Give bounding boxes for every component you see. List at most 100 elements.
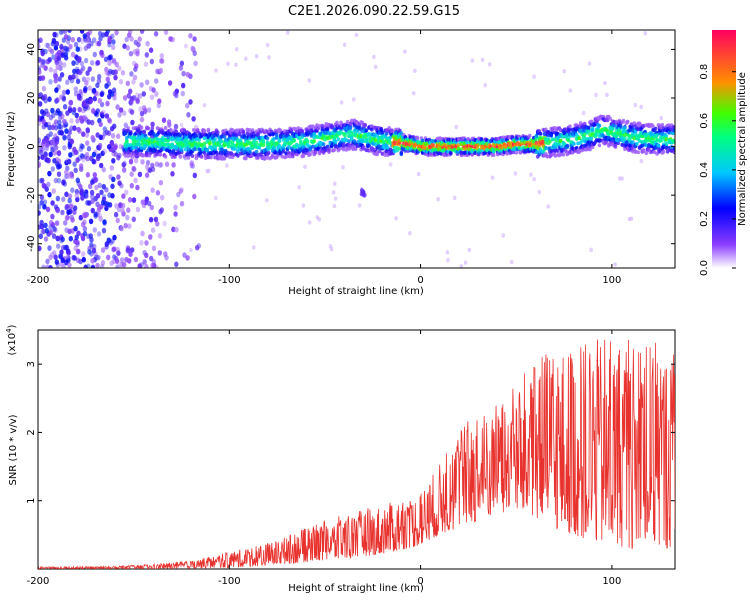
- spectrogram-noise-cell: [87, 85, 92, 91]
- spectrogram-noise-cell: [532, 74, 536, 79]
- spectrogram-noise-cell: [66, 257, 71, 264]
- spectrogram-noise-cell: [147, 200, 152, 207]
- spectrogram-xlabel: Height of straight line (km): [288, 286, 424, 297]
- spectrogram-noise-cell: [69, 138, 74, 145]
- spectrogram-ridge-cell: [360, 138, 365, 142]
- spectrogram-noise-cell: [54, 59, 59, 66]
- spectrogram-noise-cell: [47, 191, 52, 198]
- spectrogram-noise-cell: [47, 96, 52, 102]
- spectrogram-noise-cell: [463, 260, 468, 265]
- spectrogram-noise-cell: [77, 106, 82, 113]
- spectrogram-noise-cell: [38, 37, 43, 43]
- spectrogram-noise-cell: [168, 36, 173, 42]
- spectrogram-noise-cell: [162, 220, 167, 227]
- snr-series-line: [38, 339, 675, 569]
- spectrogram-noise-cell: [157, 162, 163, 168]
- spectrogram-ridge-cell: [155, 137, 160, 142]
- spectrogram-noise-cell: [354, 32, 359, 38]
- spectrogram-noise-cell: [128, 50, 134, 57]
- spectrogram-noise-cell: [88, 98, 94, 104]
- spectrogram-noise-cell: [135, 206, 141, 213]
- spectrogram-noise-cell: [43, 65, 48, 71]
- spectrogram-noise-cell: [54, 220, 60, 226]
- spectrogram-noise-cell: [132, 74, 138, 81]
- spectrogram-noise-cell: [613, 262, 617, 267]
- spectrogram-noise-cell: [85, 200, 90, 206]
- spectrogram-noise-cell: [109, 260, 114, 266]
- spectrogram-noise-cell: [83, 85, 88, 92]
- spectrogram-noise-cell: [91, 158, 96, 165]
- spectrogram-noise-cell: [77, 155, 82, 161]
- spectrogram-ridge-cell: [292, 137, 296, 142]
- spectrogram-ridge-cell: [305, 148, 310, 153]
- spectrogram-noise-cell: [106, 254, 111, 261]
- spectrogram-noise-cell: [81, 131, 86, 137]
- spectrogram-noise-cell: [38, 58, 43, 64]
- spectrogram-noise-cell: [121, 193, 126, 199]
- spectrogram-noise-cell: [513, 171, 518, 176]
- spectrogram-noise-cell: [158, 67, 164, 74]
- spectrogram-noise-cell: [510, 260, 514, 265]
- spectrogram-noise-cell: [123, 122, 128, 129]
- spectrogram-noise-cell: [139, 116, 145, 123]
- spectrogram-noise-cell: [63, 34, 69, 40]
- spectrogram-cells: [38, 30, 675, 268]
- spectrogram-ridge-cell: [161, 138, 165, 142]
- spectrogram-noise-cell: [122, 167, 127, 173]
- spectrogram-noise-cell: [342, 42, 347, 47]
- spectrogram-ridge-cell: [300, 129, 305, 134]
- spectrogram-noise-cell: [90, 258, 95, 264]
- spectrogram-noise-cell: [45, 58, 50, 65]
- spectrogram-ridge-cell: [514, 150, 519, 155]
- colorbar-ramp: [712, 30, 736, 268]
- spectrogram-ridge-cell: [549, 153, 553, 158]
- spectrogram-noise-cell: [48, 66, 53, 73]
- spectrogram-noise-cell: [159, 207, 164, 213]
- spectrogram-noise-cell: [75, 239, 80, 246]
- spectrogram-noise-cell: [65, 110, 70, 116]
- spectrogram-ridge-cell: [336, 137, 341, 142]
- spectrogram-ridge-cell: [596, 115, 600, 120]
- spectrogram-ridge-cell: [664, 137, 669, 142]
- spectrogram-ridge-cell: [248, 128, 252, 133]
- spectrogram-noise-cell: [110, 238, 115, 244]
- spectrogram-ridge-cell: [383, 153, 388, 157]
- spectrogram-ridge-cell: [236, 138, 240, 143]
- spectrogram-noise-cell: [103, 56, 109, 63]
- spectrogram-noise-cell: [83, 45, 89, 51]
- spectrogram-noise-cell: [41, 123, 46, 130]
- spectrogram-noise-cell: [67, 158, 72, 165]
- spectrogram-ridge-cell: [169, 152, 173, 156]
- spectrogram-noise-cell: [64, 215, 70, 221]
- spectrogram-noise-cell: [133, 177, 138, 184]
- spectrogram-noise-cell: [88, 183, 93, 190]
- spectrogram-noise-cell: [83, 57, 89, 64]
- spectrogram-noise-cell: [60, 113, 65, 120]
- spectrogram-noise-cell: [56, 177, 62, 184]
- spectrogram-noise-cell: [100, 260, 106, 266]
- spectrogram-noise-cell: [88, 233, 94, 239]
- spectrogram-xtick-label: 0: [417, 275, 423, 286]
- spectrogram-noise-cell: [78, 183, 83, 190]
- spectrogram-noise-cell: [60, 236, 65, 243]
- spectrogram-noise-cell: [40, 154, 45, 160]
- spectrogram-noise-cell: [487, 62, 492, 67]
- spectrogram-noise-cell: [150, 262, 155, 268]
- spectrogram-noise-cell: [192, 36, 197, 42]
- spectrogram-noise-cell: [85, 43, 91, 49]
- spectrogram-noise-cell: [52, 68, 58, 75]
- spectrogram-noise-cell: [140, 159, 145, 165]
- spectrogram-ridge-cell: [599, 138, 603, 143]
- spectrogram-noise-cell: [50, 251, 55, 258]
- spectrogram-noise-cell: [454, 124, 459, 130]
- spectrogram-noise-cell: [108, 174, 113, 180]
- spectrogram-noise-cell: [60, 209, 65, 216]
- spectrogram-noise-cell: [605, 92, 609, 98]
- colorbar-tick-label: 0.6: [699, 113, 710, 129]
- spectrogram-noise-cell: [88, 218, 94, 225]
- spectrogram-noise-cell: [80, 251, 86, 257]
- spectrogram-ridge-cell: [254, 149, 259, 154]
- spectrogram-noise-cell: [537, 189, 542, 195]
- spectrogram-ridge-cell: [645, 132, 650, 137]
